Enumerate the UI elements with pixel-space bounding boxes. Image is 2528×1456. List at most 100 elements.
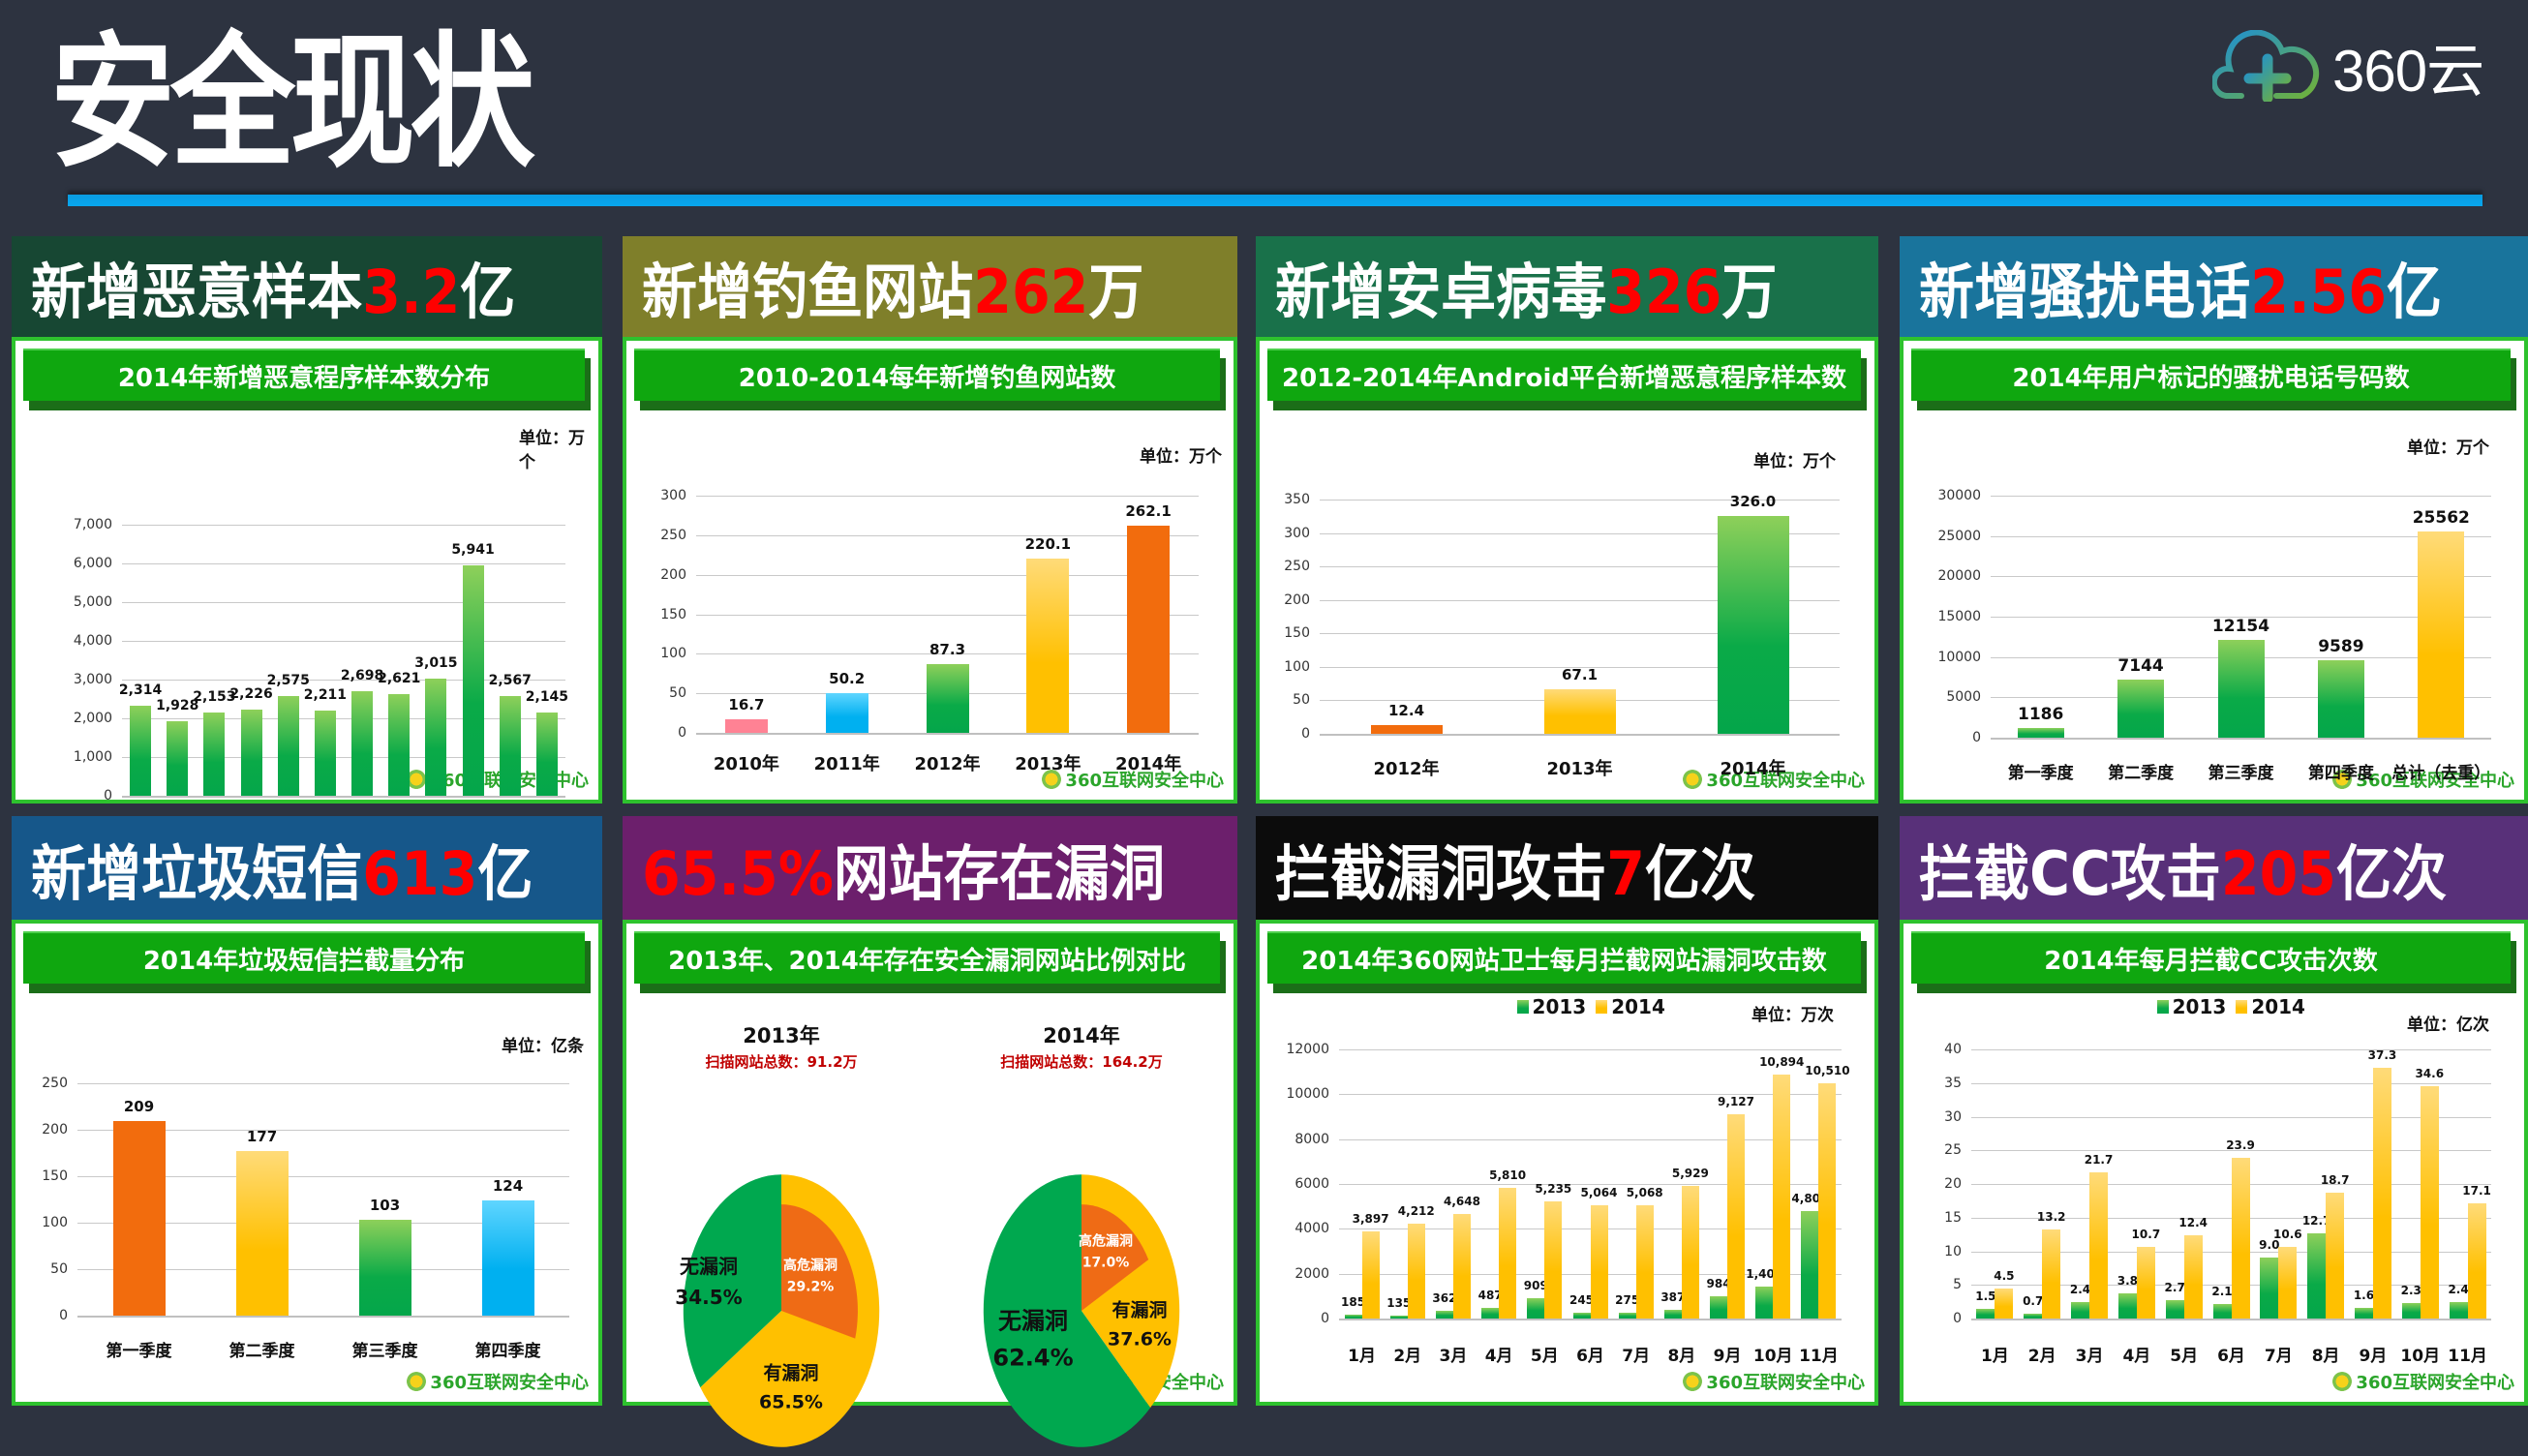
chart-card: 2014年每月拦截CC攻击次数 单位：亿次 360互联网安全中心 0 5 10 15 20 25… xyxy=(1900,920,2528,1406)
value-label: 2,153 xyxy=(193,688,236,705)
value-label: 1.6 xyxy=(2353,1288,2375,1302)
headline-figure: 3.2 xyxy=(362,257,461,327)
chart-card: 2014年用户标记的骚扰电话号码数 单位：万个 360互联网安全中心 0 5000 100… xyxy=(1900,337,2528,804)
bar xyxy=(1544,1200,1563,1319)
y-tick: 3,000 xyxy=(73,672,112,687)
bar xyxy=(1527,1297,1545,1319)
value-label: 5,941 xyxy=(451,542,495,559)
chart-title: 2014年新增恶意程序样本数分布 xyxy=(23,349,585,401)
bar-chart: 0 1,000 2,000 3,000 4,000 5,000 6,000 7,000 2,31… xyxy=(74,517,569,841)
y-tick: 1,000 xyxy=(73,749,112,765)
y-tick: 50 xyxy=(669,685,686,702)
y-tick: 250 xyxy=(42,1076,68,1091)
x-tick: 7月 xyxy=(2264,1347,2293,1366)
panel-headline: 拦截漏洞攻击7亿次 xyxy=(1275,825,1755,912)
gridline xyxy=(77,1083,569,1084)
panel-header: 拦截CC攻击205亿次 xyxy=(1900,816,2528,920)
bar xyxy=(1407,1224,1425,1319)
pie-label: 高危漏洞 29.2% xyxy=(783,1256,838,1299)
shield-logo-icon xyxy=(407,1372,427,1391)
pie-label-name: 高危漏洞 xyxy=(1079,1233,1133,1250)
legend-label: 2013 xyxy=(1532,995,1587,1018)
bar xyxy=(203,712,226,796)
pie-graphic xyxy=(983,1174,1180,1447)
bar-chart: 0 50 100 150 200 250 300 16.7 2010年 50.2 2011年 87.3… xyxy=(660,488,1199,774)
value-label: 2,621 xyxy=(378,671,421,687)
stat-panel: 拦截漏洞攻击7亿次 2014年360网站卫士每月拦截网站漏洞攻击数 单位：万次 360… xyxy=(1256,816,1878,1406)
y-tick: 350 xyxy=(1284,492,1310,507)
watermark: 360互联网安全中心 xyxy=(2332,767,2514,792)
y-tick: 10000 xyxy=(1286,1086,1329,1103)
gridline xyxy=(1320,633,1840,635)
value-label: 3,015 xyxy=(414,655,458,672)
gridline xyxy=(1971,1319,2491,1320)
stat-panel: 新增垃圾短信613亿 2014年垃圾短信拦截量分布 单位：亿条 360互联网安全中心 0… xyxy=(12,816,602,1406)
value-label: 5,929 xyxy=(1671,1166,1709,1180)
value-label: 909 xyxy=(1523,1278,1548,1292)
gridline xyxy=(1339,1319,1842,1320)
value-label: 5,064 xyxy=(1580,1185,1618,1199)
x-tick: 5月 xyxy=(2170,1347,2199,1366)
headline-text: 新增骚扰电话 xyxy=(1919,257,2251,327)
y-tick: 50 xyxy=(50,1261,68,1277)
value-label: 2,575 xyxy=(266,673,310,688)
value-label: 5,810 xyxy=(1489,1168,1527,1183)
value-label: 10.6 xyxy=(2273,1228,2302,1242)
value-label: 245 xyxy=(1569,1293,1595,1308)
bar xyxy=(1481,1307,1500,1319)
gridline xyxy=(1991,535,2491,537)
pie-label-name: 有漏洞 xyxy=(1112,1299,1168,1321)
x-tick: 5月 xyxy=(1530,1347,1559,1366)
value-label: 5,068 xyxy=(1626,1185,1663,1199)
headline-figure: 65.5% xyxy=(642,837,834,909)
value-label: 67.1 xyxy=(1561,665,1599,683)
bar xyxy=(825,693,868,733)
value-label: 10,510 xyxy=(1805,1063,1850,1077)
value-label: 21.7 xyxy=(2084,1153,2114,1168)
headline-unit: 亿 xyxy=(460,257,516,327)
value-label: 177 xyxy=(246,1128,278,1146)
value-label: 9,127 xyxy=(1718,1094,1755,1108)
bar xyxy=(2354,1307,2373,1319)
gridline xyxy=(1339,1094,1842,1096)
y-tick: 8000 xyxy=(1294,1131,1329,1147)
x-tick: 10月 xyxy=(1752,1347,1793,1366)
headline-text: 新增垃圾短信 xyxy=(31,837,363,909)
x-tick: 2014年 xyxy=(1720,759,1786,779)
pie-label-value: 34.5% xyxy=(675,1286,743,1309)
gridline xyxy=(696,653,1199,655)
gridline xyxy=(1991,738,2491,740)
value-label: 487 xyxy=(1477,1288,1503,1302)
headline-text: 新增钓鱼网站 xyxy=(642,257,974,327)
watermark-text: 360互联网安全中心 xyxy=(430,1373,589,1393)
y-tick: 4,000 xyxy=(73,633,112,649)
watermark: 360互联网安全中心 xyxy=(1683,1369,1865,1394)
value-label: 2,145 xyxy=(525,689,569,706)
bar-chart: 0 50 100 150 200 250 209 第一季度 177 第二季度 103 第三季度 124 第… xyxy=(42,1076,569,1361)
pie-label-name: 高危漏洞 xyxy=(783,1258,838,1274)
bar-chart: 0 5000 10000 15000 20000 25000 30000 1186 第一季度 71… xyxy=(1937,488,2491,783)
y-tick: 12000 xyxy=(1286,1042,1329,1057)
value-label: 2,314 xyxy=(118,682,163,699)
unit-label: 单位：亿次 xyxy=(2407,1016,2489,1035)
bar xyxy=(2231,1157,2250,1319)
value-label: 13.2 xyxy=(2036,1210,2066,1225)
panel-headline: 拦截CC攻击205亿次 xyxy=(1919,825,2447,912)
bar xyxy=(1344,1314,1362,1319)
value-label: 185 xyxy=(1341,1294,1366,1309)
page-title: 安全现状 xyxy=(50,19,535,188)
pie-subtitle: 扫描网站总数：164.2万 xyxy=(1000,1053,1163,1071)
bar xyxy=(2117,680,2165,738)
value-label: 5,235 xyxy=(1535,1181,1572,1196)
x-tick: 2013年 xyxy=(1546,759,1613,779)
bar xyxy=(2420,1085,2439,1319)
stat-panel: 新增骚扰电话2.56亿 2014年用户标记的骚扰电话号码数 单位：万个 360互联网安… xyxy=(1900,236,2528,804)
panel-header: 拦截漏洞攻击7亿次 xyxy=(1256,816,1878,920)
bar xyxy=(462,565,484,796)
pie-label-value: 29.2% xyxy=(786,1280,835,1295)
headline-text: 新增恶意样本 xyxy=(31,257,363,327)
headline-figure: 613 xyxy=(362,837,478,909)
pie-label: 有漏洞 37.6% xyxy=(1108,1296,1172,1355)
bar xyxy=(2183,1234,2203,1319)
chart-legend: 2013 2014 xyxy=(1508,995,1665,1018)
